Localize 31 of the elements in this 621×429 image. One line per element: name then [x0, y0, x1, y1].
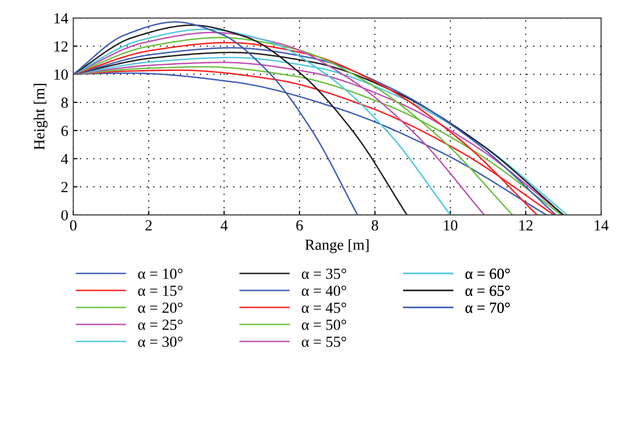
legend-label: α = 55°: [302, 336, 346, 347]
y-tick-label: 12: [54, 41, 68, 52]
x-tick-label: 2: [146, 220, 152, 230]
legend-label: α = 25°: [138, 320, 182, 330]
legend-label: α = 50°: [302, 320, 346, 330]
y-tick-label: 0: [61, 210, 68, 220]
y-tick-label: 10: [54, 69, 68, 80]
legend-label: α = 40°: [302, 286, 346, 296]
x-tick-label: 0: [70, 220, 77, 231]
y-tick-label: 6: [61, 126, 68, 136]
legend-label: α = 10°: [138, 268, 182, 279]
x-tick-label: 6: [296, 220, 303, 231]
legend-label: α = 60°: [465, 268, 510, 279]
legend-label: α = 45°: [302, 302, 346, 313]
legend-label: α = 35°: [302, 268, 346, 279]
y-tick-label: 14: [54, 13, 68, 24]
x-tick-label: 10: [444, 220, 458, 231]
legend-label: α = 65°: [465, 286, 510, 296]
legend-label: α = 30°: [138, 336, 182, 347]
x-tick-label: 12: [519, 220, 533, 230]
legend-label: α = 20°: [138, 302, 182, 313]
y-tick-label: 8: [61, 98, 68, 108]
x-tick-label: 14: [594, 220, 609, 230]
legend-label: α = 70°: [465, 302, 510, 313]
legend-label: α = 15°: [138, 286, 182, 296]
x-tick-label: 4: [220, 220, 228, 230]
x-tick-label: 8: [372, 220, 378, 231]
y-tick-label: 2: [61, 182, 68, 192]
x-axis-title: Range [m]: [305, 239, 369, 254]
y-axis-title: Height [m]: [34, 84, 48, 150]
y-tick-label: 4: [61, 154, 68, 164]
